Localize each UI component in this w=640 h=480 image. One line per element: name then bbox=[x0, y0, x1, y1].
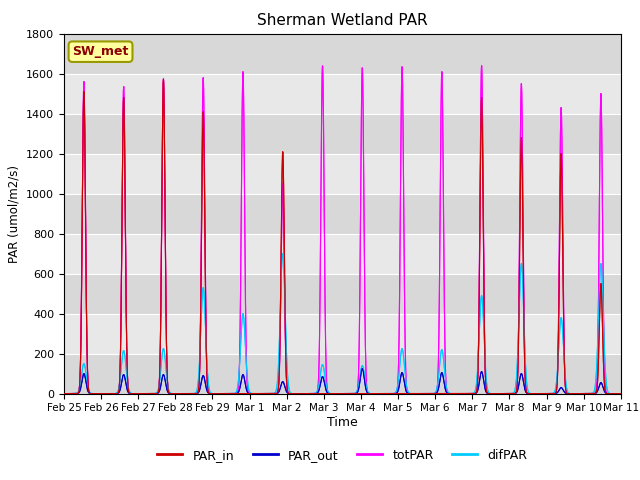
PAR_in bbox=[617, 391, 625, 396]
Legend: PAR_in, PAR_out, totPAR, difPAR: PAR_in, PAR_out, totPAR, difPAR bbox=[152, 444, 532, 467]
PAR_in bbox=[60, 391, 68, 396]
difPAR bbox=[617, 391, 625, 396]
totPAR bbox=[136, 391, 144, 396]
PAR_in bbox=[425, 391, 433, 396]
totPAR bbox=[610, 391, 618, 396]
Line: PAR_out: PAR_out bbox=[64, 369, 621, 394]
totPAR bbox=[412, 391, 420, 396]
difPAR bbox=[610, 391, 618, 396]
difPAR bbox=[355, 384, 362, 389]
totPAR bbox=[477, 63, 485, 69]
PAR_out bbox=[355, 388, 362, 394]
X-axis label: Time: Time bbox=[327, 416, 358, 429]
PAR_out bbox=[412, 391, 420, 396]
Line: PAR_in: PAR_in bbox=[64, 80, 621, 394]
PAR_out bbox=[425, 391, 433, 396]
Bar bbox=[64, 193, 621, 234]
PAR_in bbox=[340, 391, 348, 396]
Bar bbox=[64, 354, 621, 394]
PAR_out bbox=[509, 391, 517, 396]
difPAR bbox=[279, 251, 287, 256]
PAR_out bbox=[136, 391, 144, 396]
Line: totPAR: totPAR bbox=[64, 66, 621, 394]
difPAR bbox=[412, 391, 420, 396]
PAR_in bbox=[355, 391, 362, 396]
difPAR bbox=[60, 391, 68, 396]
Bar bbox=[64, 34, 621, 73]
PAR_in bbox=[159, 77, 167, 83]
Bar bbox=[64, 313, 621, 354]
Title: Sherman Wetland PAR: Sherman Wetland PAR bbox=[257, 13, 428, 28]
PAR_in bbox=[136, 391, 144, 396]
PAR_in bbox=[611, 391, 618, 396]
difPAR bbox=[425, 391, 433, 396]
Bar bbox=[64, 274, 621, 313]
Line: difPAR: difPAR bbox=[64, 253, 621, 394]
PAR_out bbox=[60, 391, 68, 396]
Bar bbox=[64, 154, 621, 193]
Text: SW_met: SW_met bbox=[72, 45, 129, 58]
totPAR bbox=[425, 391, 433, 396]
difPAR bbox=[509, 390, 517, 396]
PAR_in bbox=[413, 391, 420, 396]
Bar bbox=[64, 114, 621, 154]
totPAR bbox=[355, 378, 362, 384]
Bar bbox=[64, 234, 621, 274]
Bar bbox=[64, 73, 621, 114]
totPAR bbox=[617, 391, 625, 396]
Y-axis label: PAR (umol/m2/s): PAR (umol/m2/s) bbox=[8, 165, 20, 263]
PAR_out bbox=[617, 391, 625, 396]
PAR_out bbox=[610, 391, 618, 396]
PAR_in bbox=[509, 391, 517, 396]
totPAR bbox=[509, 391, 517, 396]
difPAR bbox=[136, 391, 144, 396]
totPAR bbox=[60, 391, 68, 396]
PAR_out bbox=[358, 366, 366, 372]
